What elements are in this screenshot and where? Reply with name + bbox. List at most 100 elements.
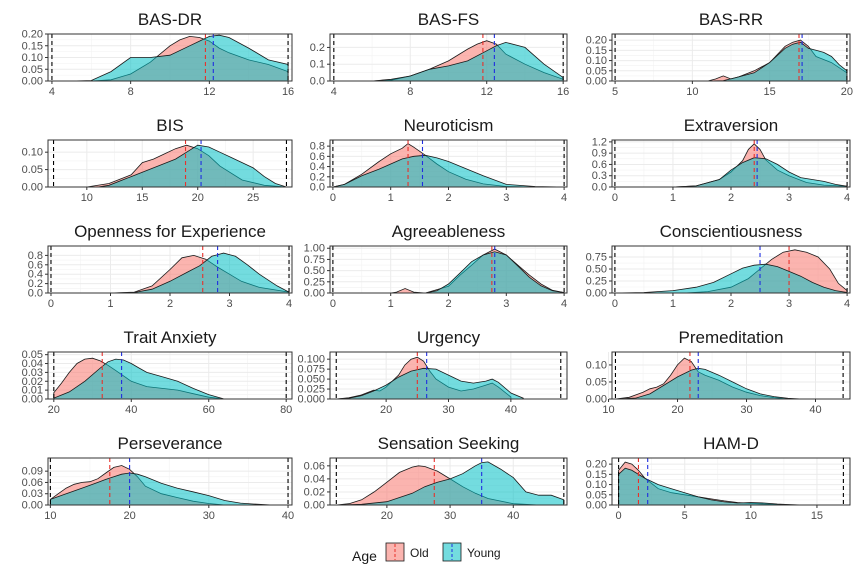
- x-tick-label: 60: [203, 404, 215, 416]
- x-tick-label: 30: [740, 404, 752, 416]
- y-tick-label: 0.00: [586, 500, 607, 512]
- x-tick-label: 4: [844, 192, 850, 204]
- x-tick-label: 40: [125, 404, 137, 416]
- legend-key-young: Young: [442, 542, 501, 562]
- panel-bas-rr: BAS-RR 5 10 15 20 0.000.050.100.150.20: [586, 10, 853, 98]
- panel-border: [611, 351, 851, 400]
- panel-bas-dr: BAS-DR 4 8 12 16 0.000.050.100.150.20: [22, 10, 295, 98]
- panel-agreeableness: Agreeableness 0 1 2 3 4 0.000.250.500.751.00: [304, 222, 568, 310]
- y-tick-label: 0.75: [586, 252, 607, 264]
- y-tick-label: 0.050: [297, 374, 325, 386]
- legend-label: Old: [410, 546, 429, 560]
- y-tick-label: 0.00: [304, 288, 325, 300]
- y-tick-label: 0.00: [22, 76, 43, 88]
- y-tick-label: 0.00: [22, 500, 43, 512]
- density-young: [53, 144, 287, 188]
- panel-title: BIS: [156, 116, 183, 135]
- panel-title: Agreeableness: [392, 222, 505, 241]
- x-tick-label: 10: [44, 510, 56, 522]
- density-young: [336, 461, 565, 506]
- y-tick-label: 0.0: [28, 288, 43, 300]
- y-tick-label: 0.05: [22, 164, 43, 176]
- panel-title: Conscientiousness: [660, 222, 803, 241]
- y-tick-label: 0.000: [297, 394, 325, 406]
- y-tick-label: 0.03: [22, 488, 43, 500]
- legend-title: Age: [352, 548, 377, 564]
- x-tick-label: 40: [809, 404, 821, 416]
- x-tick-label: 1: [670, 298, 676, 310]
- legend: Age Old Young: [352, 542, 501, 564]
- y-tick-label: 0.10: [586, 359, 607, 371]
- y-tick-label: 0.4: [310, 161, 325, 173]
- panel-border: [329, 33, 568, 82]
- y-tick-label: 0.6: [28, 259, 43, 271]
- y-tick-label: 0.6: [310, 151, 325, 163]
- y-tick-label: 1.2: [592, 136, 607, 148]
- y-tick-label: 0.10: [22, 147, 43, 159]
- panel-border: [47, 457, 293, 506]
- x-tick-label: 5: [682, 510, 688, 522]
- x-tick-label: 10: [686, 86, 698, 98]
- x-tick-label: 16: [282, 86, 294, 98]
- y-tick-label: 0.1: [310, 59, 325, 71]
- density-young: [336, 367, 524, 400]
- y-tick-label: 0.05: [586, 65, 607, 77]
- panel-title: Premeditation: [679, 328, 784, 347]
- panel-title: BAS-RR: [699, 10, 763, 29]
- y-tick-label: 0.00: [586, 288, 607, 300]
- x-tick-label: 0: [616, 510, 622, 522]
- panel-bis: BIS 10 15 20 25 0.00 0.05 0.10: [22, 116, 293, 204]
- x-tick-label: 3: [503, 192, 509, 204]
- y-tick-label: 0.4: [28, 269, 43, 281]
- density-young: [51, 34, 289, 82]
- y-tick-label: 0.20: [586, 35, 607, 47]
- density-young: [618, 467, 804, 506]
- panel-ham-d: HAM-D 0 5 10 15 0.000.050.100.150.20: [586, 434, 851, 522]
- y-tick-label: 0.02: [22, 376, 43, 388]
- y-tick-label: 0.00: [586, 394, 607, 406]
- density-young: [50, 472, 273, 506]
- x-tick-label: 2: [728, 298, 734, 310]
- panel-bas-fs: BAS-FS 4 8 12 16 0.0 0.1 0.2: [310, 10, 570, 98]
- y-tick-label: 0.06: [304, 460, 325, 472]
- panel-openness-for-experience: Openness for Experience 0 1 2 3 4 0.00.20.40.6…: [28, 222, 293, 310]
- x-tick-label: 20: [48, 404, 60, 416]
- x-tick-label: 1: [388, 192, 394, 204]
- x-tick-label: 2: [728, 192, 734, 204]
- y-tick-label: 0.100: [297, 354, 325, 366]
- y-tick-label: 0.25: [304, 276, 325, 288]
- x-tick-label: 20: [841, 86, 853, 98]
- panel-border: [611, 457, 851, 506]
- x-tick-label: 0: [612, 192, 618, 204]
- y-tick-label: 0.50: [304, 265, 325, 277]
- x-tick-label: 20: [671, 404, 683, 416]
- y-tick-label: 0.025: [297, 384, 325, 396]
- x-tick-label: 4: [561, 192, 567, 204]
- x-tick-label: 15: [811, 510, 823, 522]
- x-tick-label: 2: [167, 298, 173, 310]
- x-tick-label: 30: [203, 510, 215, 522]
- y-tick-label: 0.10: [586, 55, 607, 67]
- density-young: [332, 251, 565, 294]
- panel-border: [47, 351, 293, 400]
- y-tick-label: 0.05: [586, 489, 607, 501]
- y-tick-label: 0.04: [22, 358, 43, 370]
- panel-title: BAS-FS: [418, 10, 479, 29]
- x-tick-label: 0: [48, 298, 54, 310]
- y-tick-label: 0.2: [28, 278, 43, 290]
- y-tick-label: 0.04: [304, 473, 325, 485]
- x-tick-label: 20: [123, 510, 135, 522]
- y-tick-label: 0.03: [22, 367, 43, 379]
- y-tick-label: 0.3: [592, 170, 607, 182]
- y-tick-label: 0.15: [586, 45, 607, 57]
- panel-title: Extraversion: [684, 116, 778, 135]
- density-young: [615, 367, 802, 400]
- panel-premeditation: Premeditation 10 20 30 40 0.00 0.05 0.10: [586, 328, 851, 416]
- density-young: [614, 157, 848, 188]
- x-tick-label: 4: [331, 86, 337, 98]
- panel-title: Neuroticism: [404, 116, 494, 135]
- panel-title: Urgency: [417, 328, 481, 347]
- panel-neuroticism: Neuroticism 0 1 2 3 4 0.00.20.40.60.8: [310, 116, 568, 204]
